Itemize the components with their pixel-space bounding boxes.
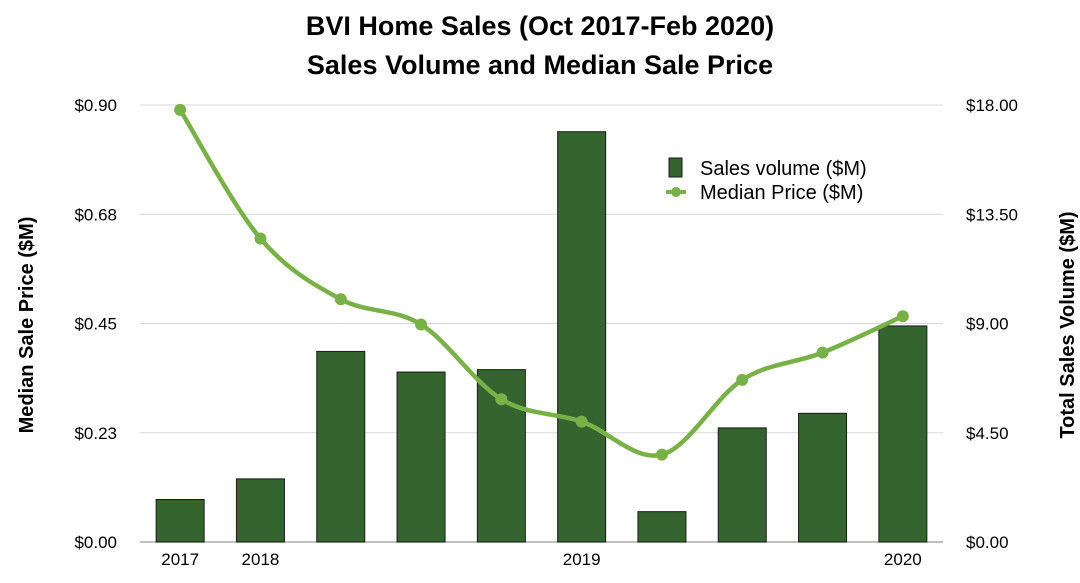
legend-marker-median-price [671, 187, 681, 197]
line-point [896, 310, 909, 323]
median-price-line [177, 107, 906, 458]
chart-title-line-1: BVI Home Sales (Oct 2017-Feb 2020) [306, 11, 774, 41]
line-point [816, 346, 829, 359]
legend-swatch-sales-volume [668, 157, 683, 178]
right-tick-label: $0.00 [966, 533, 1009, 552]
line-point [334, 293, 347, 306]
right-tick-label: $13.50 [966, 205, 1018, 224]
bar [717, 427, 767, 543]
line-point [736, 373, 749, 386]
right-tick-label: $9.00 [966, 315, 1009, 334]
line-point [415, 318, 428, 331]
bar-series [155, 131, 928, 543]
left-tick-label: $0.00 [74, 533, 117, 552]
line-point [575, 415, 588, 428]
chart-title-line-2: Sales Volume and Median Sale Price [307, 50, 773, 80]
x-tick-label: 2017 [161, 550, 199, 569]
bar [235, 478, 285, 543]
bar [557, 131, 607, 543]
x-tick-label: 2018 [242, 550, 280, 569]
legend-label-sales-volume: Sales volume ($M) [700, 158, 867, 180]
bar [396, 371, 446, 543]
left-tick-label: $0.23 [74, 424, 117, 443]
bar [878, 325, 928, 543]
bar [637, 511, 687, 543]
right-tick-label: $18.00 [966, 96, 1018, 115]
left-tick-label: $0.45 [74, 315, 117, 334]
x-tick-label: 2020 [884, 550, 922, 569]
left-axis-label: Median Sale Price ($M) [16, 217, 38, 434]
line-point [174, 103, 187, 116]
x-tick-label: 2019 [563, 550, 601, 569]
line-point [254, 232, 267, 245]
right-axis-label: Total Sales Volume ($M) [1057, 211, 1079, 438]
line-series [174, 103, 909, 461]
bar [316, 350, 366, 543]
legend-label-median-price: Median Price ($M) [700, 182, 863, 204]
legend: Sales volume ($M) Median Price ($M) [666, 157, 867, 204]
left-axis-ticks: $0.00 $0.23 $0.45 $0.68 $0.90 [74, 96, 117, 552]
line-point [655, 448, 668, 461]
bar [155, 499, 205, 543]
x-axis-ticks: 2017 2018 2019 2020 [161, 550, 922, 569]
right-tick-label: $4.50 [966, 424, 1009, 443]
bar [798, 412, 848, 543]
line-point [495, 393, 508, 406]
left-tick-label: $0.68 [74, 205, 117, 224]
right-axis-ticks: $0.00 $4.50 $9.00 $13.50 $18.00 [966, 96, 1018, 552]
left-tick-label: $0.90 [74, 96, 117, 115]
